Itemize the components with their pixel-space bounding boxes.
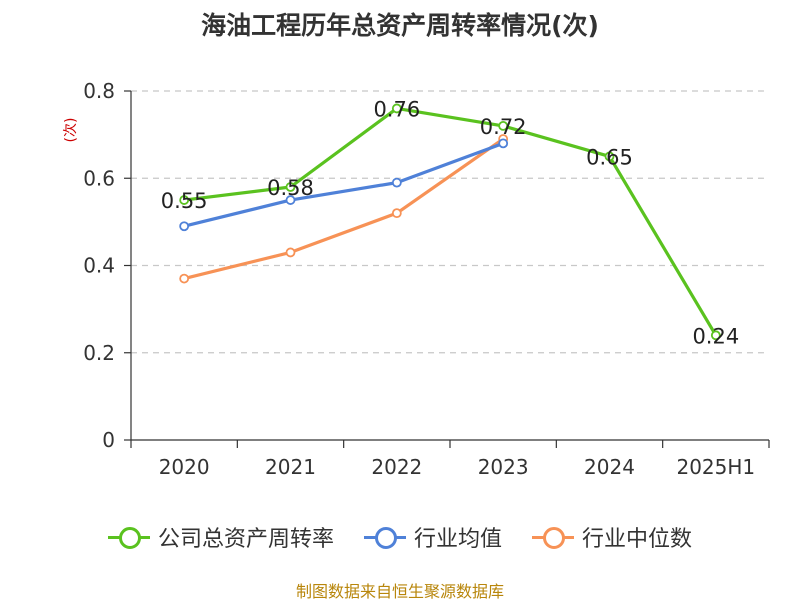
legend-marker-icon — [532, 525, 574, 549]
series-line-1 — [183, 141, 504, 228]
grid-lines — [131, 90, 769, 354]
data-labels: 0.55 0.58 0.76 0.72 0.65 0.24 — [161, 97, 739, 348]
data-source-note: 制图数据来自恒生聚源数据库 — [295, 582, 504, 601]
legend[interactable]: 公司总资产周转率 行业均值 行业中位数 — [0, 520, 800, 554]
legend-label: 行业中位数 — [582, 527, 693, 552]
axes: 0 0.2 0.4 0.6 0.8 2020 2021 2022 2023 2024 2025H1 — [83, 79, 770, 479]
x-tick-label: 2024 — [584, 455, 635, 479]
x-tick-label: 2021 — [265, 455, 316, 479]
x-tick-label: 2022 — [371, 455, 422, 479]
data-point — [498, 121, 509, 131]
legend-label: 行业均值 — [413, 527, 502, 552]
data-point — [604, 151, 615, 162]
data-label: 0.65 — [586, 145, 633, 169]
data-point — [391, 177, 402, 188]
data-point — [710, 330, 721, 341]
legend-item-company[interactable]: 公司总资产周转率 — [107, 521, 334, 553]
data-point — [179, 195, 190, 205]
y-axis-label: (次) — [63, 117, 79, 143]
data-point — [285, 195, 296, 205]
data-point — [179, 221, 190, 232]
y-tick-label: 0.4 — [83, 254, 115, 278]
series-lines — [179, 103, 721, 341]
y-tick-label: 0.6 — [83, 166, 115, 190]
data-point — [391, 103, 402, 114]
data-point — [285, 247, 296, 258]
data-label: 0.76 — [373, 97, 420, 121]
legend-label: 公司总资产周转率 — [157, 527, 334, 552]
y-tick-label: 0.8 — [83, 79, 115, 103]
data-label: 0.72 — [480, 115, 527, 139]
data-point — [285, 182, 296, 192]
legend-item-industry-median[interactable]: 行业中位数 — [532, 521, 692, 553]
legend-marker-icon — [363, 525, 406, 549]
data-label: 0.24 — [692, 324, 739, 348]
data-point — [391, 208, 402, 219]
legend-marker-icon — [107, 525, 150, 549]
x-tick-label: 2023 — [478, 455, 529, 479]
data-label: 0.58 — [267, 176, 314, 200]
series-line-2 — [183, 137, 505, 281]
data-label: 0.55 — [161, 189, 208, 213]
data-point — [498, 138, 509, 149]
chart-title: 海油工程历年总资产周转率情况(次) — [201, 11, 599, 40]
legend-item-industry-mean[interactable]: 行业均值 — [363, 521, 502, 553]
y-tick-label: 0.2 — [83, 341, 115, 365]
x-tick-label: 2025H1 — [676, 455, 755, 479]
y-tick-label: 0 — [102, 428, 115, 452]
x-tick-label: 2020 — [159, 455, 210, 479]
data-point — [179, 273, 190, 284]
series-line-0 — [183, 106, 718, 337]
